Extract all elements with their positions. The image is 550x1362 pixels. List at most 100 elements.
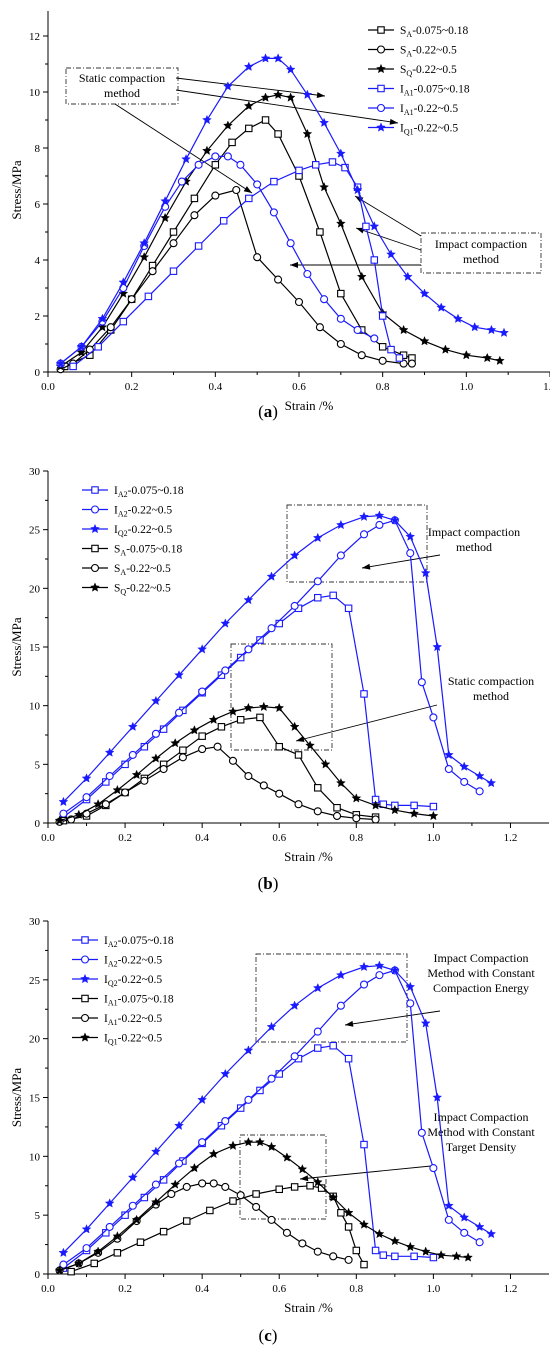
annotation-arrow-head: [362, 563, 371, 570]
data-point: [375, 971, 384, 980]
annotation-text: Compaction Energy: [433, 981, 529, 995]
data-point: [410, 801, 418, 810]
data-point: [169, 267, 178, 275]
data-point: [223, 152, 232, 161]
data-point: [252, 1202, 261, 1211]
legend-label-suffix: -0.22~0.5: [118, 1033, 163, 1045]
data-point: [221, 1182, 230, 1191]
data-point: [220, 1068, 231, 1079]
legend-label-suffix: -0.22~0.5: [118, 955, 163, 967]
data-point: [148, 267, 157, 276]
data-point: [429, 802, 438, 811]
x-tick-label: 0.4: [208, 381, 222, 393]
x-tick-label: 0.4: [195, 832, 209, 844]
annotation-box: [65, 67, 179, 105]
legend-label-letter: S: [400, 45, 406, 57]
legend-label-subscript: A: [120, 568, 126, 577]
data-point: [179, 746, 187, 755]
legend-label-suffix: -0.075~0.18: [412, 25, 468, 37]
data-point: [194, 160, 203, 169]
data-point: [206, 1206, 214, 1215]
data-point: [371, 1246, 380, 1255]
data-point: [54, 1265, 65, 1275]
caption-close: ): [272, 1326, 278, 1345]
data-point: [131, 769, 142, 780]
legend-label: SQ-0.22~0.5: [400, 64, 457, 78]
x-tick-label: 0.0: [41, 832, 55, 844]
panel-caption: (b): [258, 874, 279, 893]
data-point: [151, 695, 161, 706]
data-point: [243, 100, 254, 111]
legend-label-suffix: -0.22~0.5: [414, 103, 459, 115]
legend-label: IA2-0.075~0.18: [104, 935, 174, 949]
data-point: [314, 784, 322, 792]
data-point: [190, 211, 199, 220]
data-point: [417, 1128, 426, 1137]
legend-marker: [376, 63, 386, 74]
x-tick-label: 0.2: [125, 381, 139, 393]
data-point: [181, 154, 191, 164]
legend-label-letter: I: [104, 955, 108, 967]
y-tick-label: 10: [29, 701, 41, 713]
data-point: [405, 1241, 416, 1252]
data-point: [209, 1179, 218, 1188]
annotation-text: Static compaction: [448, 674, 534, 688]
data-point: [352, 814, 361, 823]
data-point: [275, 789, 284, 798]
data-point: [182, 1217, 191, 1225]
x-tick-label: 0.8: [349, 1283, 363, 1295]
annotation-arrow-head: [300, 1175, 309, 1182]
y-tick-label: 10: [29, 87, 41, 99]
data-point: [54, 815, 65, 825]
data-point: [332, 811, 342, 821]
data-point: [417, 678, 426, 687]
data-point: [289, 550, 300, 560]
legend-label-letter: I: [114, 505, 118, 517]
data-point: [359, 980, 369, 989]
legend-marker: [377, 84, 385, 93]
data-point: [290, 1183, 299, 1191]
x-tick-label: 0.6: [272, 832, 286, 844]
data-point: [461, 350, 472, 360]
data-point: [336, 1001, 345, 1010]
legend-label-subscript: Q1: [108, 1038, 118, 1047]
data-point: [194, 242, 203, 250]
series-line: [60, 94, 500, 367]
data-point: [76, 347, 87, 357]
annotation-arrow-line: [175, 89, 399, 124]
annotation-text: Target Density: [446, 1140, 517, 1154]
data-point: [159, 764, 168, 774]
data-point: [261, 116, 270, 124]
legend-label-subscript: A1: [108, 1018, 118, 1027]
legend-label: SA-0.22~0.5: [400, 45, 457, 59]
data-point: [329, 1041, 337, 1050]
data-point: [274, 130, 282, 138]
legend-marker: [90, 582, 100, 592]
data-point: [290, 601, 299, 610]
x-tick-label: 1.2: [504, 1283, 518, 1295]
x-tick-label: 0.8: [349, 832, 363, 844]
y-tick-label: 10: [29, 1151, 41, 1163]
legend: IA2-0.075~0.18IA2-0.22~0.5IQ2-0.22~0.5IA…: [72, 935, 174, 1047]
data-point: [432, 641, 443, 652]
series-S_A-0.22~0.5: [55, 742, 380, 826]
panel-caption: (c): [259, 1326, 278, 1345]
data-point: [219, 217, 228, 225]
data-point: [217, 671, 226, 679]
data-point: [256, 713, 264, 722]
data-point: [274, 702, 285, 713]
legend-label-subscript: A: [120, 549, 126, 558]
legend-label-letter: S: [400, 25, 406, 37]
data-point: [475, 787, 484, 796]
caption-close: ): [273, 874, 279, 893]
data-point: [436, 302, 447, 312]
legend-label-letter: I: [400, 84, 404, 96]
data-point: [297, 1164, 308, 1174]
annotation-text: Method with Constant: [427, 1125, 535, 1139]
data-point: [436, 1250, 446, 1260]
data-point: [329, 591, 337, 600]
legend-label-subscript: A1: [108, 999, 118, 1008]
data-point: [486, 777, 497, 788]
annotation-arrow-line: [354, 195, 422, 237]
data-point: [406, 999, 415, 1008]
